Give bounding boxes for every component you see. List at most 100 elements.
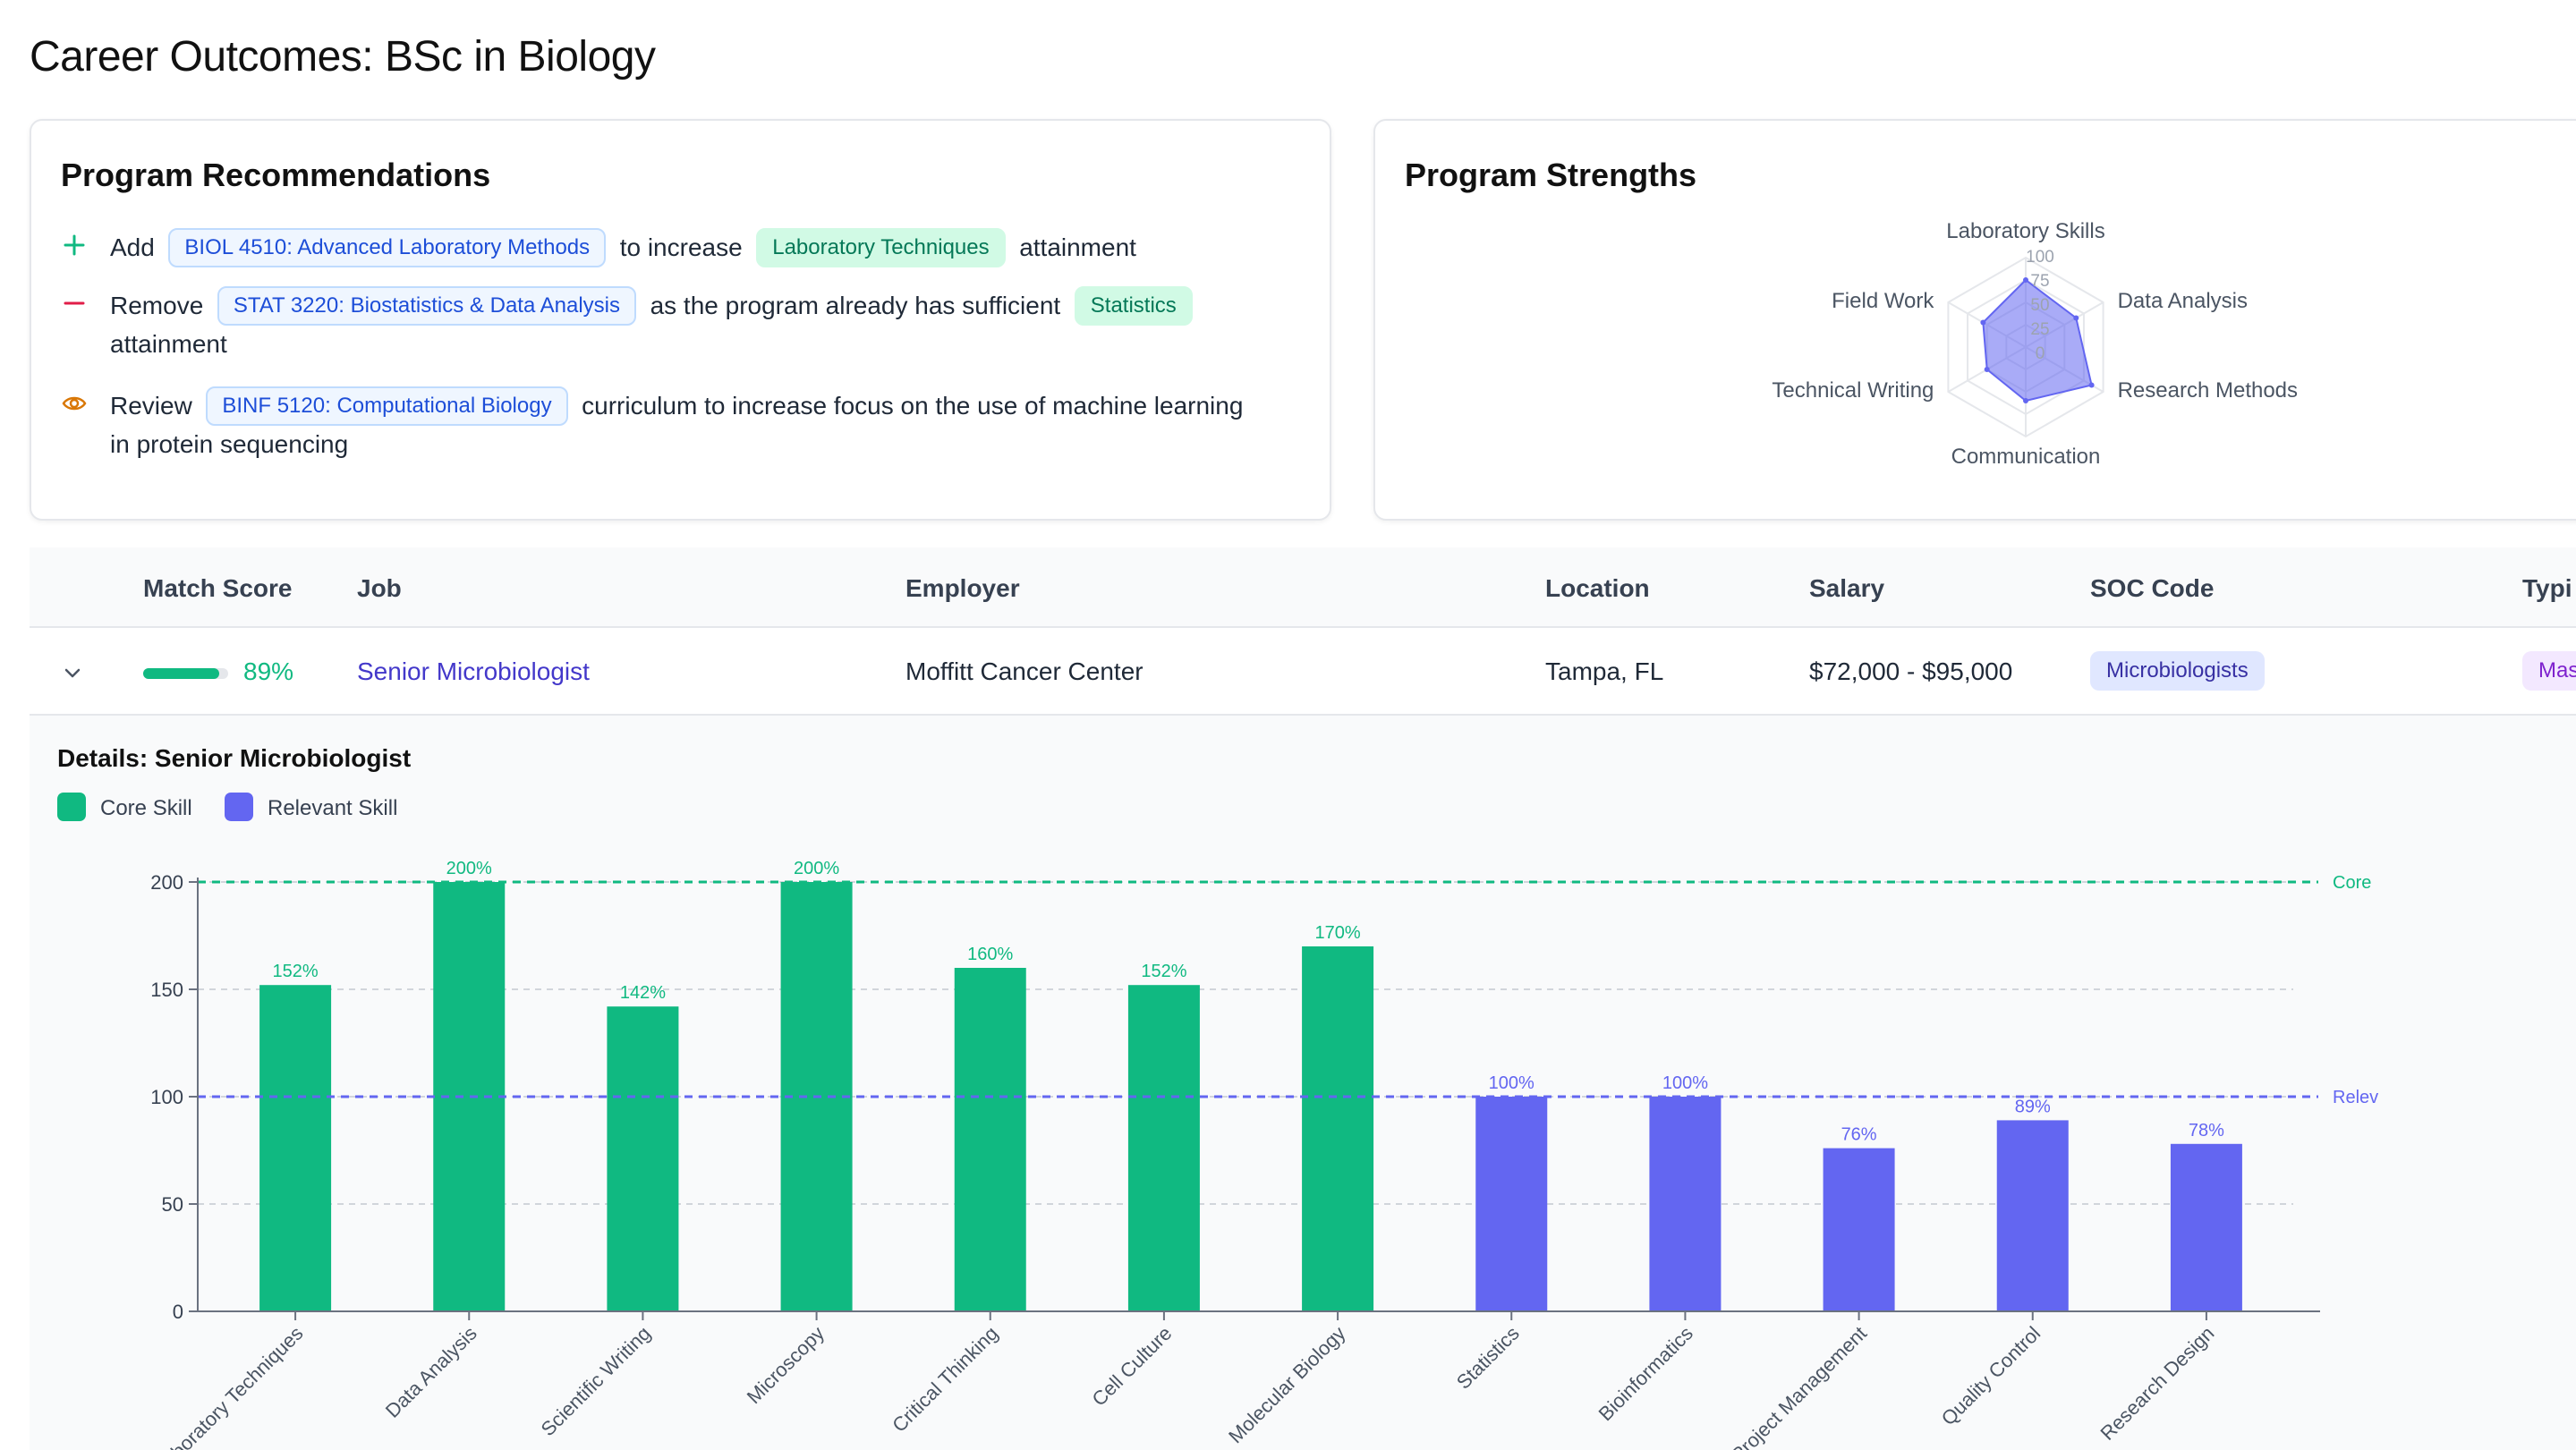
rec-end: attainment: [1019, 233, 1136, 261]
typical-education-badge: Mas: [2522, 651, 2576, 691]
legend-relevant-swatch: [225, 793, 253, 821]
bar[interactable]: [954, 968, 1026, 1311]
header-employer[interactable]: Employer: [905, 574, 1020, 602]
legend-core-swatch: [57, 793, 86, 821]
radar-point: [2073, 315, 2079, 321]
strengths-card: Program Strengths 100 75 50 25 0 Laboratory S…: [1373, 119, 2576, 521]
reference-line-label: Core: [2333, 873, 2371, 893]
reference-line-label: Relev: [2333, 1088, 2378, 1107]
bar-value-label: 152%: [1141, 962, 1186, 981]
details-panel: Details: Senior Microbiologist Core Skil…: [30, 716, 2576, 1450]
x-tick-label: Quality Control: [1937, 1322, 2045, 1430]
location-cell: Tampa, FL: [1545, 657, 1664, 685]
x-tick-label: Microscopy: [743, 1322, 829, 1408]
legend-relevant-label[interactable]: Relevant Skill: [268, 796, 398, 820]
table-header: Match Score Job Employer Location Salary…: [30, 547, 2576, 628]
header-typical[interactable]: Typi: [2522, 574, 2572, 602]
radar-point: [1980, 319, 1986, 326]
match-score-bar: [143, 668, 228, 679]
y-tick-label: 50: [162, 1193, 183, 1216]
bar-value-label: 142%: [620, 983, 666, 1003]
plus-icon: [64, 234, 85, 256]
radar-axis-label: Technical Writing: [1772, 378, 1934, 403]
course-pill[interactable]: BIOL 4510: Advanced Laboratory Methods: [168, 228, 607, 267]
radar-tick-label: 75: [2030, 272, 2049, 291]
x-tick-label: Laboratory Techniques: [151, 1322, 308, 1450]
bar-value-label: 200%: [794, 859, 839, 878]
radar-tick-label: 50: [2030, 296, 2049, 315]
x-tick-label: Cell Culture: [1088, 1322, 1177, 1411]
bar[interactable]: [1649, 1097, 1722, 1311]
bar[interactable]: [1127, 985, 1200, 1311]
details-title: Details: Senior Microbiologist: [57, 744, 412, 772]
bar-value-label: 78%: [2189, 1121, 2224, 1140]
radar-axis-label: Data Analysis: [2118, 289, 2248, 313]
skill-pill[interactable]: Statistics: [1074, 286, 1193, 326]
skill-pill[interactable]: Laboratory Techniques: [756, 228, 1006, 267]
rec-middle: curriculum to increase focus on the use …: [582, 392, 1244, 420]
y-tick-label: 0: [173, 1301, 183, 1323]
job-link[interactable]: Senior Microbiologist: [357, 657, 590, 685]
bar[interactable]: [1996, 1120, 2069, 1311]
course-pill[interactable]: STAT 3220: Biostatistics & Data Analysis: [217, 286, 637, 326]
header-location[interactable]: Location: [1545, 574, 1650, 602]
employer-cell: Moffitt Cancer Center: [905, 657, 1143, 685]
radar-tick-label: 25: [2030, 320, 2049, 339]
salary-cell: $72,000 - $95,000: [1809, 657, 2013, 685]
minus-icon: [64, 301, 85, 305]
bar[interactable]: [259, 985, 332, 1311]
jobs-table: Match Score Job Employer Location Salary…: [30, 547, 2576, 1450]
match-score-value: 89%: [243, 657, 294, 685]
x-tick-label: Statistics: [1452, 1322, 1524, 1394]
header-salary[interactable]: Salary: [1809, 574, 1885, 602]
radar-tick-label: 100: [2026, 248, 2054, 267]
x-tick-label: Scientific Writing: [537, 1322, 655, 1440]
bar[interactable]: [2170, 1143, 2242, 1311]
bar[interactable]: [1302, 946, 1374, 1311]
bar[interactable]: [1475, 1097, 1548, 1311]
radar-point: [1984, 367, 1990, 372]
header-soc-code[interactable]: SOC Code: [2090, 574, 2215, 602]
x-tick-label: Critical Thinking: [888, 1322, 1002, 1437]
bar-value-label: 100%: [1662, 1073, 1708, 1093]
x-tick-label: Research Design: [2096, 1322, 2218, 1445]
x-tick-label: Project Management: [1727, 1322, 1871, 1450]
bar-value-label: 170%: [1315, 923, 1361, 943]
bar[interactable]: [1823, 1148, 1895, 1311]
x-tick-label: Bioinformatics: [1594, 1322, 1697, 1425]
radar-point: [2023, 277, 2028, 283]
strengths-title: Program Strengths: [1405, 157, 1697, 193]
course-pill[interactable]: BINF 5120: Computational Biology: [206, 386, 568, 426]
page-title: Career Outcomes: BSc in Biology: [30, 33, 656, 81]
header-match-score[interactable]: Match Score: [143, 574, 293, 602]
bar-value-label: 100%: [1489, 1073, 1535, 1093]
bar-value-label: 200%: [446, 859, 492, 878]
rec-action: Review: [110, 392, 192, 420]
rec-middle: to increase: [619, 233, 743, 261]
rec-end: attainment: [110, 330, 227, 358]
rec-action: Remove: [110, 292, 204, 319]
radar-axis-label: Laboratory Skills: [1946, 219, 2104, 243]
match-score-fill: [143, 668, 219, 679]
rec-end: in protein sequencing: [110, 430, 349, 458]
rec-action: Add: [110, 233, 155, 261]
chevron-down-icon[interactable]: [62, 662, 83, 683]
bar-value-label: 152%: [273, 962, 319, 981]
y-tick-label: 200: [150, 871, 183, 894]
radar-point: [2023, 398, 2028, 403]
legend-core-label[interactable]: Core Skill: [100, 796, 192, 820]
radar-axis-label: Field Work: [1832, 289, 1934, 313]
x-tick-label: Data Analysis: [381, 1322, 481, 1422]
bar-value-label: 76%: [1841, 1125, 1877, 1145]
y-tick-label: 150: [150, 979, 183, 1001]
header-job[interactable]: Job: [357, 574, 402, 602]
radar-chart: 100 75 50 25 0 Laboratory Skills Data Analysis…: [1772, 219, 2298, 469]
bar[interactable]: [607, 1006, 679, 1311]
soc-code-badge: Microbiologists: [2090, 651, 2265, 691]
table-row[interactable]: 89% Senior Microbiologist Moffitt Cancer…: [30, 628, 2576, 716]
recommendations-title: Program Recommendations: [61, 157, 491, 193]
radar-point: [2088, 382, 2095, 388]
bar-value-label: 89%: [2015, 1097, 2051, 1116]
x-tick-label: Molecular Biology: [1224, 1322, 1349, 1447]
skills-bar-chart: 0 50 100 150 200 152% Laboratory Techniques 200…: [150, 859, 2378, 1450]
